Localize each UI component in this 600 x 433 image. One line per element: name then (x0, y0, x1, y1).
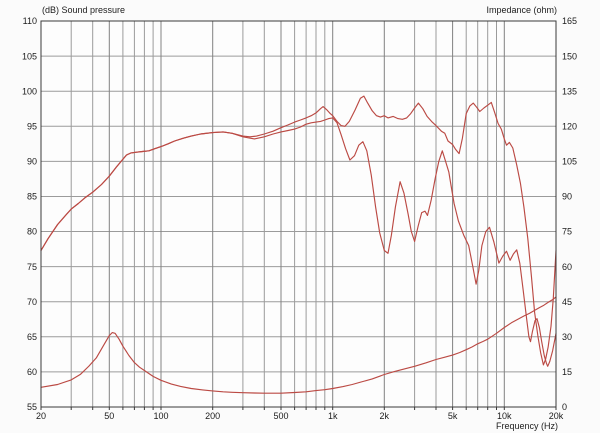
x-tick-label: 50 (104, 411, 114, 421)
gridlines-minor (41, 21, 556, 407)
y-right-tick-label: 105 (562, 157, 577, 167)
y-left-tick-label: 80 (27, 227, 37, 237)
x-axis-title: Frequency (Hz) (496, 421, 558, 431)
x-tick-label: 2k (380, 411, 390, 421)
x-tick-label: 20k (549, 411, 564, 421)
x-tick-label: 20 (36, 411, 46, 421)
curve-impedance (40, 296, 557, 394)
y-right-tick-label: 45 (562, 297, 572, 307)
y-left-tick-label: 105 (22, 51, 37, 61)
y-right-tick-label: 150 (562, 51, 577, 61)
y-right-axis-title: Impedance (ohm) (486, 5, 557, 15)
plot-background (41, 21, 556, 407)
y-left-tick-label: 55 (27, 402, 37, 412)
y-left-tick-label: 110 (23, 16, 37, 26)
y-right-tick-label: 60 (562, 262, 572, 272)
y-left-tick-label: 90 (27, 157, 37, 167)
x-tick-label: 200 (205, 411, 220, 421)
y-right-tick-label: 135 (562, 86, 577, 96)
y-left-tick-label: 70 (27, 297, 37, 307)
y-right-tick-label: 30 (562, 332, 572, 342)
y-right-tick-label: 15 (562, 367, 572, 377)
x-tick-label: 1k (328, 411, 338, 421)
y-right-tick-label: 75 (562, 227, 572, 237)
x-tick-label: 500 (273, 411, 288, 421)
gridlines-major (108, 21, 505, 407)
y-right-tick-label: 90 (562, 192, 572, 202)
plot-border (40, 20, 557, 408)
y-left-axis-title: (dB) Sound pressure (42, 5, 125, 15)
x-tick-label: 5k (448, 411, 458, 421)
y-right-tick-label: 0 (562, 402, 567, 412)
y-axis-left-tick-labels: 110 105 100 95 90 85 80 75 70 65 60 55 (22, 16, 37, 412)
y-left-tick-label: 60 (27, 367, 37, 377)
x-tick-label: 100 (153, 411, 168, 421)
y-left-tick-label: 95 (27, 122, 37, 132)
x-tick-label: 10k (497, 411, 512, 421)
x-axis-tick-labels: 20 50 100 200 500 1k 2k 5k 10k 20k (36, 411, 564, 421)
y-right-tick-label: 165 (562, 16, 577, 26)
y-left-tick-label: 85 (27, 192, 37, 202)
y-left-tick-label: 75 (27, 262, 37, 272)
curves (40, 95, 557, 394)
y-left-tick-label: 65 (27, 332, 37, 342)
y-right-tick-label: 120 (562, 122, 577, 132)
y-left-tick-label: 100 (22, 86, 37, 96)
curve-spl-off-axis (40, 117, 557, 367)
